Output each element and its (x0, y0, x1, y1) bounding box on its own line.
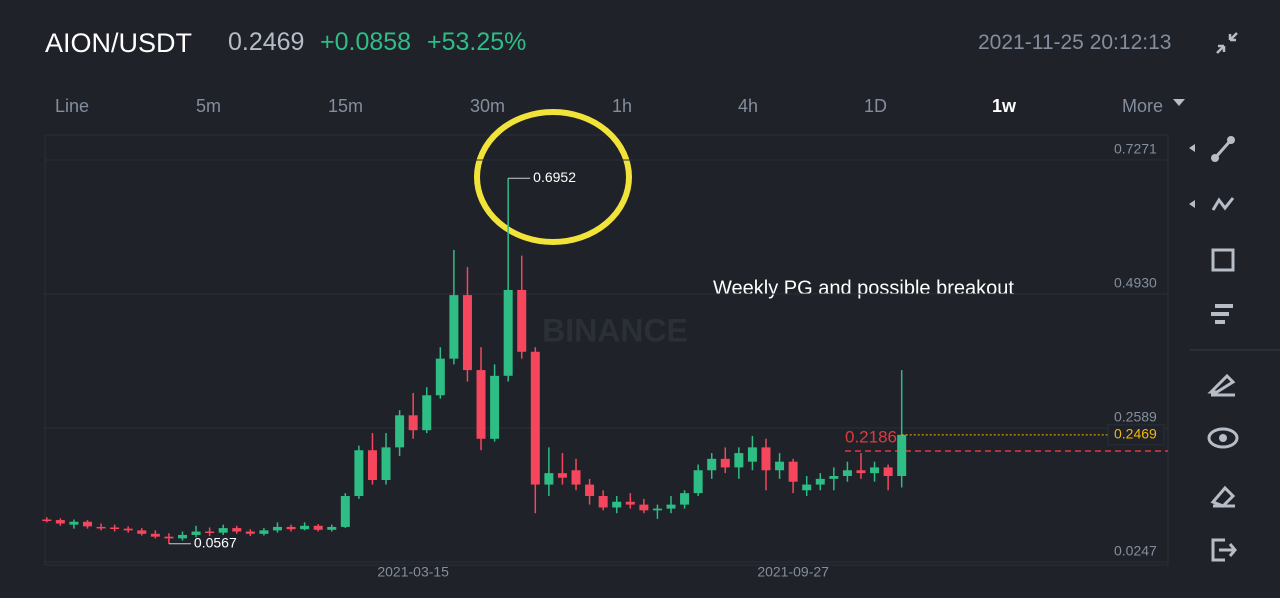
candle-body (395, 415, 405, 448)
candle-body (720, 458, 730, 468)
candle-body (123, 528, 133, 531)
candle-body (829, 475, 839, 479)
candle-body (517, 289, 527, 352)
more-arrow (1173, 99, 1185, 106)
interval-tab[interactable]: 4h (738, 96, 759, 116)
candle-body (707, 458, 717, 471)
candle-body (435, 358, 445, 396)
candle-body (639, 504, 649, 511)
candle-body (164, 536, 174, 539)
candle-body (177, 534, 187, 539)
high-label: 0.6952 (533, 169, 576, 185)
toolbar (1189, 136, 1280, 562)
candle-body (870, 467, 880, 474)
candle-body (842, 470, 852, 476)
candle-body (96, 526, 106, 529)
candle-body (598, 496, 608, 508)
candle-body (530, 351, 540, 485)
interval-tab[interactable]: More (1122, 96, 1164, 116)
candle-body (815, 478, 825, 485)
interval-tab[interactable]: 1w (992, 96, 1017, 116)
candle-body (367, 450, 377, 480)
candle-body (110, 527, 120, 530)
candle-body (422, 395, 432, 431)
candle-body (652, 508, 662, 511)
chart-frame (44, 134, 1169, 566)
candle-body (381, 447, 391, 480)
candle-body (503, 289, 513, 376)
y-tick-label: 0.2589 (1114, 409, 1157, 425)
candle-body (625, 501, 635, 505)
timestamp: 2021-11-25 20:12:13 (978, 31, 1172, 54)
watermark: BINANCE (542, 312, 688, 348)
interval-tab[interactable]: 1h (612, 96, 633, 116)
candle-body (354, 450, 364, 497)
y-tick-label: 0.0247 (1114, 543, 1157, 559)
highlight-circle (474, 109, 632, 245)
candle-body (856, 470, 866, 474)
interval-tab[interactable]: 5m (196, 96, 222, 116)
x-tick-label: 2021-09-27 (757, 564, 829, 580)
candle-body (734, 453, 744, 468)
price: 0.2469 (228, 28, 305, 56)
candle-body (69, 521, 79, 525)
interval-tab[interactable]: Line (55, 96, 90, 116)
last-price-label: 0.2469 (1114, 426, 1157, 442)
annotation: Weekly PG and possible breakout (713, 277, 1014, 299)
candle-body (82, 521, 92, 527)
candle-body (788, 461, 798, 482)
candle-body (462, 295, 472, 371)
candle-body (313, 525, 323, 530)
candle-body (490, 375, 500, 439)
x-tick-label: 2021-03-15 (377, 564, 449, 580)
candle-body (286, 526, 296, 530)
candle-body (476, 370, 486, 439)
candle-body (557, 473, 567, 478)
y-tick-label: 0.7271 (1114, 141, 1157, 157)
candle-body (327, 526, 337, 530)
candle-body (544, 473, 554, 485)
candle-body (585, 484, 595, 497)
candle-body (761, 447, 771, 471)
collapse-icon[interactable] (1214, 30, 1240, 56)
pair: AION/USDT (45, 28, 193, 58)
candle-body (218, 528, 228, 533)
candle-body (449, 295, 459, 359)
candle-body (137, 530, 147, 534)
interval-tab[interactable]: 1D (864, 96, 888, 116)
change-pct: +53.25% (427, 28, 527, 56)
candle-body (300, 525, 310, 530)
candle-body (272, 526, 282, 531)
low-label: 0.0567 (194, 534, 237, 550)
candle-body (571, 470, 581, 485)
candle-body (775, 461, 785, 471)
candle-body (42, 519, 52, 521)
candle-body (245, 531, 255, 534)
y-tick-label: 0.4930 (1114, 275, 1157, 291)
candle-body (883, 467, 893, 476)
candle-body (693, 470, 703, 494)
candle-body (191, 531, 201, 535)
candle-body (666, 504, 676, 509)
candle-body (205, 531, 215, 534)
candle-body (340, 496, 350, 527)
candle-body (802, 484, 812, 491)
alert-label: 0.2186 (845, 428, 897, 447)
candle-body (259, 530, 269, 534)
candle-body (612, 501, 622, 508)
candle-body (150, 533, 160, 537)
interval-tab[interactable]: 15m (328, 96, 364, 116)
candle-body (408, 415, 418, 431)
candle-body (897, 434, 907, 476)
candle-body (747, 447, 757, 462)
last-price-box (1107, 424, 1165, 446)
interval-tab[interactable]: 30m (470, 96, 506, 116)
change: +0.0858 (320, 28, 412, 56)
candle-body (680, 493, 690, 505)
candle-body (55, 520, 65, 524)
candle-body (232, 528, 242, 532)
